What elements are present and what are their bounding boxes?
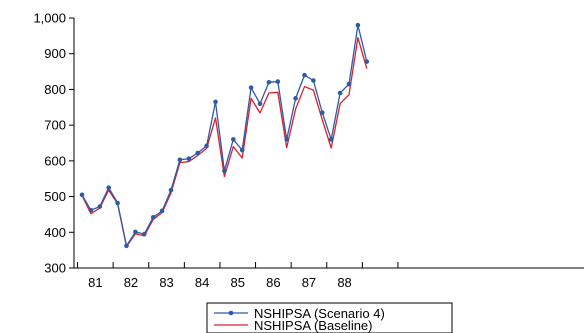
x-axis: 81 82 83 84 85 86 87 88 (77, 262, 399, 290)
data-point-scenario4 (150, 214, 156, 220)
legend-swatch-scenario4-marker (228, 310, 234, 316)
legend-label-baseline: NSHIPSA (Baseline) (254, 318, 373, 333)
y-tick-label: 500 (44, 189, 66, 204)
data-point-scenario4 (320, 110, 325, 115)
x-tick-label: 85 (231, 275, 245, 290)
data-point-scenario4 (168, 187, 174, 193)
y-tick-label: 600 (44, 153, 66, 168)
data-point-scenario4 (311, 78, 316, 83)
data-point-scenario4 (186, 156, 192, 162)
series-layer (79, 22, 370, 249)
data-point-scenario4 (204, 143, 209, 149)
data-point-scenario4 (257, 101, 263, 107)
y-tick-label: 1,000 (33, 11, 66, 26)
data-point-scenario4 (355, 22, 361, 28)
x-tick-label: 81 (88, 275, 102, 290)
data-point-scenario4 (97, 204, 103, 209)
data-point-scenario4 (133, 229, 138, 235)
y-axis: 300 400 500 600 700 800 900 1,000 (33, 11, 74, 276)
y-tick-label: 300 (44, 261, 66, 276)
data-point-scenario4 (346, 81, 352, 87)
series-line-baseline (81, 36, 368, 248)
data-point-scenario4 (88, 207, 94, 213)
data-point-scenario4 (79, 192, 85, 198)
data-point-scenario4 (222, 168, 227, 174)
x-tick-label: 82 (124, 275, 138, 290)
data-point-scenario4 (115, 200, 120, 206)
x-tick-label: 84 (195, 275, 209, 290)
data-point-scenario4 (328, 137, 334, 142)
data-point-scenario4 (195, 150, 200, 156)
data-point-scenario4 (213, 99, 218, 105)
y-tick-label: 900 (44, 46, 66, 61)
data-point-scenario4 (364, 59, 370, 64)
y-tick-label: 700 (44, 118, 66, 133)
data-point-scenario4 (284, 137, 290, 142)
plot-frame (73, 18, 584, 269)
data-point-scenario4 (142, 231, 147, 237)
x-tick-label: 88 (337, 275, 351, 290)
y-tick-label: 400 (44, 225, 66, 240)
data-point-scenario4 (231, 137, 236, 142)
data-point-scenario4 (275, 79, 281, 84)
legend-box (206, 302, 453, 333)
y-tick-label: 800 (44, 82, 66, 97)
data-point-scenario4 (248, 85, 254, 90)
data-point-scenario4 (302, 72, 307, 78)
series-line-scenario4 (81, 24, 368, 247)
data-point-scenario4 (124, 243, 129, 249)
x-tick-label: 83 (159, 275, 173, 290)
x-tick-label: 86 (266, 275, 280, 290)
x-tick-label: 87 (302, 275, 316, 290)
data-point-scenario4 (177, 157, 183, 163)
legend: NSHIPSA (Scenario 4) NSHIPSA (Baseline) (206, 302, 453, 333)
data-point-scenario4 (266, 79, 272, 85)
data-point-scenario4 (293, 96, 298, 101)
data-point-scenario4 (337, 90, 343, 96)
data-point-scenario4 (159, 208, 165, 214)
legend-label-scenario4: NSHIPSA (Scenario 4) (254, 306, 385, 321)
data-point-scenario4 (239, 147, 245, 153)
data-point-scenario4 (106, 185, 111, 190)
